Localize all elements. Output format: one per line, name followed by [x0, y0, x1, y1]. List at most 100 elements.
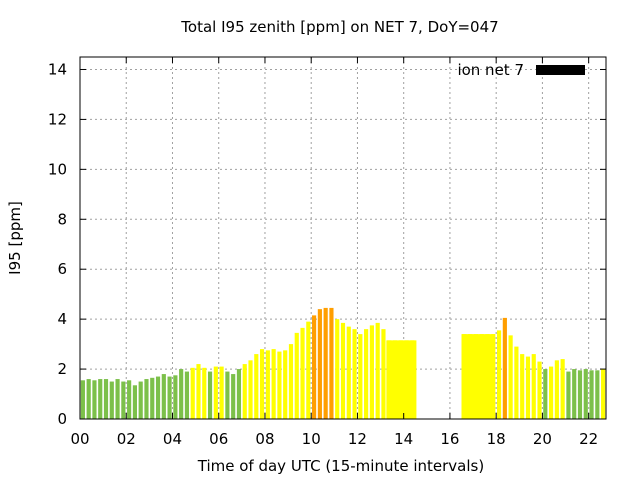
y-axis-label: I95 [ppm] — [6, 201, 24, 275]
bar — [381, 329, 386, 419]
x-tick-label: 12 — [348, 430, 367, 448]
bar — [155, 376, 161, 419]
bar — [161, 374, 166, 419]
bar — [508, 335, 513, 419]
bar — [92, 380, 97, 419]
bar — [138, 381, 143, 419]
bar — [329, 307, 334, 419]
bar — [121, 381, 126, 419]
bar — [109, 381, 114, 419]
bar — [485, 334, 490, 419]
bar — [601, 369, 606, 419]
bar — [473, 334, 479, 419]
bar — [127, 380, 132, 419]
chart-title: Total I95 zenith [ppm] on NET 7, DoY=047 — [180, 18, 498, 36]
bar — [479, 334, 484, 419]
bars — [80, 307, 606, 419]
bar — [525, 356, 531, 419]
bar — [231, 374, 236, 419]
y-tick-label: 4 — [57, 310, 67, 328]
x-tick-label: 04 — [163, 430, 182, 448]
bar — [294, 332, 299, 419]
bar — [387, 340, 392, 419]
bar — [323, 307, 328, 419]
x-tick-label: 14 — [394, 430, 413, 448]
legend-label: ion net 7 — [457, 61, 524, 79]
bar — [375, 322, 380, 419]
bar — [346, 326, 351, 419]
x-tick-label: 20 — [533, 430, 552, 448]
bar — [496, 330, 502, 419]
bar — [283, 350, 288, 419]
bar — [340, 322, 346, 419]
bar — [566, 371, 571, 419]
bar — [583, 369, 588, 419]
bar — [352, 329, 357, 419]
bar — [254, 354, 259, 419]
y-tick-label: 12 — [48, 110, 67, 128]
bar — [572, 369, 577, 419]
bar — [132, 385, 137, 419]
y-tick-label: 10 — [48, 160, 67, 178]
bar — [80, 380, 85, 419]
bar — [410, 340, 415, 419]
y-tick-label: 14 — [48, 60, 67, 78]
bar — [502, 317, 507, 419]
bar — [531, 354, 536, 419]
bar — [595, 370, 600, 419]
bar — [277, 351, 282, 419]
bar — [491, 334, 496, 419]
bar — [219, 366, 224, 419]
bar — [225, 371, 230, 419]
bar — [167, 376, 172, 419]
bar — [300, 327, 305, 419]
bar — [358, 334, 363, 419]
legend: ion net 7 — [457, 61, 585, 79]
bar — [150, 377, 155, 419]
y-axis-ticks: 0 2 4 6 8 10 12 14 — [48, 60, 606, 428]
bar — [288, 344, 294, 419]
y-tick-label: 6 — [57, 260, 67, 278]
bar — [543, 369, 548, 419]
bar — [468, 334, 473, 419]
bar — [184, 371, 190, 419]
x-tick-label: 00 — [70, 430, 89, 448]
bar — [577, 370, 583, 419]
bar — [514, 346, 519, 419]
bar — [560, 359, 565, 419]
bar — [312, 315, 317, 419]
bar — [202, 367, 207, 419]
bar — [98, 379, 103, 419]
x-tick-label: 06 — [209, 430, 228, 448]
bar — [103, 379, 109, 419]
bar — [549, 366, 554, 419]
bar — [196, 364, 201, 419]
bar — [335, 319, 340, 419]
bar — [537, 361, 542, 419]
bar — [259, 349, 265, 419]
bar — [462, 334, 467, 419]
x-tick-label: 22 — [579, 430, 598, 448]
bar — [242, 364, 247, 419]
bar — [248, 360, 253, 419]
x-tick-label: 18 — [487, 430, 506, 448]
x-tick-label: 16 — [440, 430, 459, 448]
bar — [554, 360, 559, 419]
bar — [392, 340, 398, 419]
bar — [520, 354, 525, 419]
x-tick-label: 10 — [302, 430, 321, 448]
bar — [306, 321, 311, 419]
x-axis-label: Time of day UTC (15-minute intervals) — [197, 457, 484, 475]
x-tick-label: 02 — [117, 430, 136, 448]
bar — [317, 309, 322, 419]
legend-swatch — [536, 65, 585, 75]
bar — [207, 371, 213, 419]
y-tick-label: 2 — [57, 360, 67, 378]
x-tick-label: 08 — [255, 430, 274, 448]
bar — [369, 325, 374, 419]
bar — [589, 370, 594, 419]
bar — [271, 349, 276, 419]
bar — [190, 367, 195, 419]
filled-block — [461, 334, 496, 419]
